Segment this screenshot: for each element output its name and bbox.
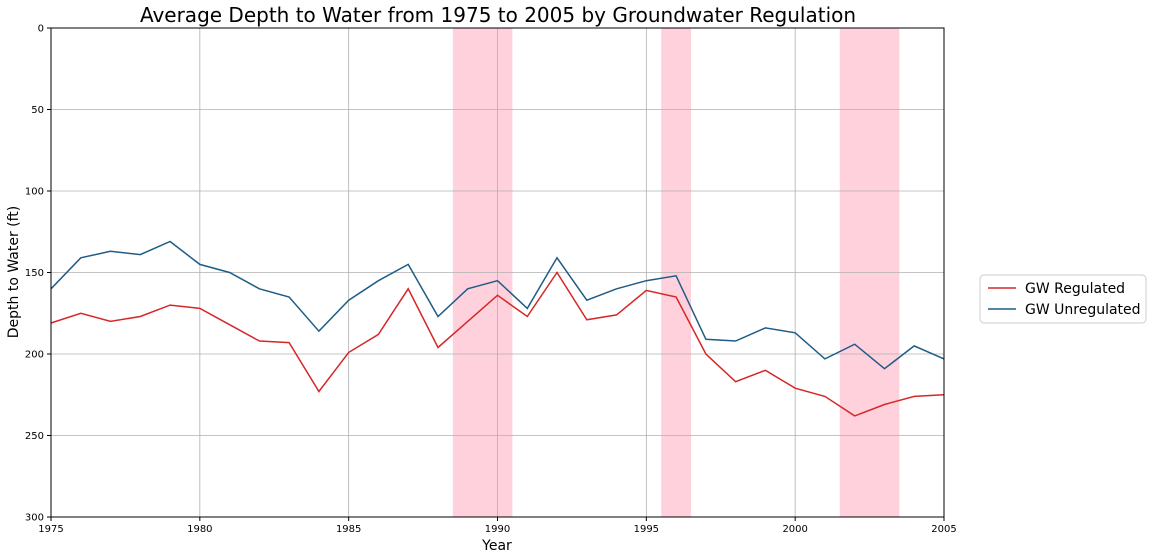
grid-lines <box>50 27 945 518</box>
legend-label: GW Unregulated <box>1025 302 1141 318</box>
y-tick-label: 150 <box>25 268 44 279</box>
y-tick-label: 250 <box>25 431 44 442</box>
x-tick-label: 1980 <box>187 524 212 535</box>
y-tick-label: 0 <box>38 24 44 35</box>
y-tick-label: 100 <box>25 187 44 198</box>
y-axis-label: Depth to Water (ft) <box>6 206 22 339</box>
x-tick-label: 2000 <box>782 524 807 535</box>
x-tick-label: 1990 <box>485 524 510 535</box>
x-tick-label: 2005 <box>931 524 956 535</box>
y-axis-ticks: 0 50 100 150 200 250 300 <box>25 24 51 524</box>
series-line-gw-unregulated <box>50 240 945 370</box>
x-tick-label: 1985 <box>336 524 361 535</box>
legend-label: GW Regulated <box>1025 281 1125 297</box>
y-tick-label: 200 <box>25 350 44 361</box>
y-tick-label: 50 <box>31 105 44 116</box>
series-line-gw-regulated <box>50 271 945 417</box>
x-axis-ticks: 1975 1980 1985 1990 1995 2000 2005 <box>38 517 957 535</box>
series-lines <box>50 240 945 417</box>
chart-title: Average Depth to Water from 1975 to 2005… <box>140 3 856 27</box>
x-tick-label: 1995 <box>634 524 659 535</box>
x-tick-label: 1975 <box>38 524 63 535</box>
y-tick-label: 300 <box>25 513 44 524</box>
x-axis-label: Year <box>481 538 512 554</box>
legend-box <box>979 274 1147 324</box>
legend: GW Regulated GW Unregulated <box>979 274 1147 324</box>
